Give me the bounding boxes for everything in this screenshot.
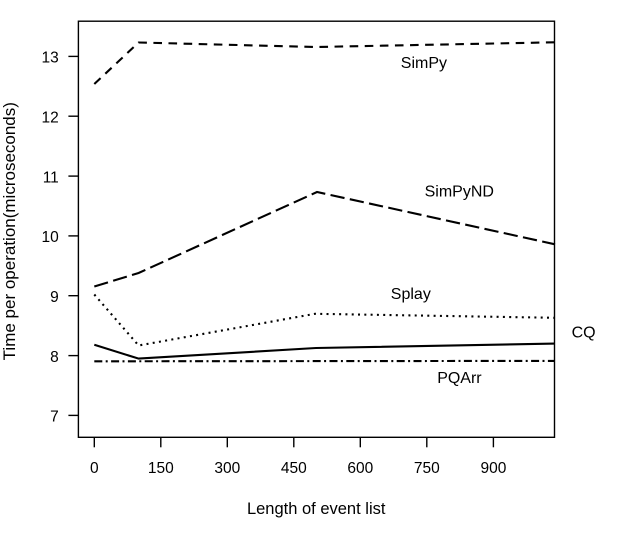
svg-text:8: 8 [50,349,59,366]
svg-text:600: 600 [347,460,373,477]
svg-text:900: 900 [480,460,506,477]
svg-text:Splay: Splay [391,286,431,303]
svg-text:450: 450 [281,460,307,477]
svg-text:9: 9 [50,289,59,306]
svg-text:Length of event list: Length of event list [247,500,386,518]
svg-text:150: 150 [148,460,174,477]
svg-text:13: 13 [42,50,59,67]
svg-text:CQ: CQ [572,325,596,342]
svg-text:300: 300 [214,460,240,477]
svg-text:7: 7 [50,409,59,426]
svg-text:12: 12 [42,110,59,127]
svg-text:Time per operation(microsecond: Time per operation(microseconds) [0,102,19,360]
svg-text:0: 0 [90,460,99,477]
svg-text:750: 750 [414,460,440,477]
svg-text:10: 10 [42,229,60,246]
svg-text:11: 11 [43,169,59,186]
svg-text:SimPy: SimPy [401,55,447,72]
svg-text:PQArr: PQArr [437,370,482,387]
svg-text:SimPyND: SimPyND [425,183,494,200]
